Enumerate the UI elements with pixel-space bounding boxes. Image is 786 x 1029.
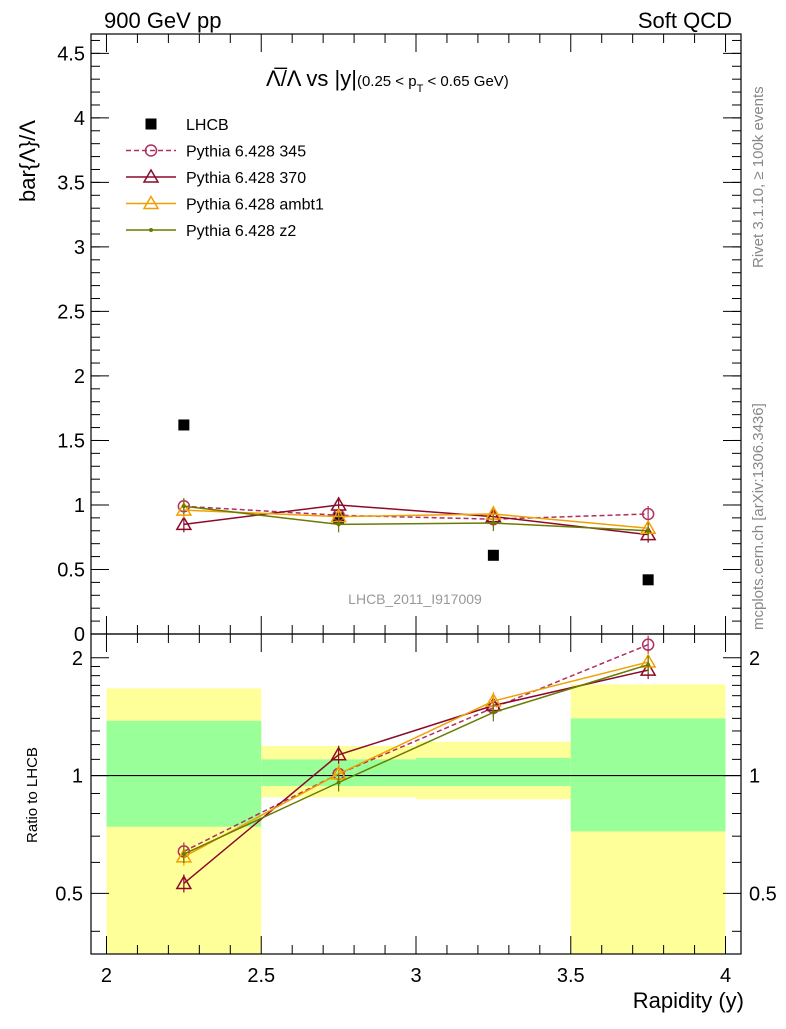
main-series-3 bbox=[175, 501, 657, 537]
ratio-band-green bbox=[570, 718, 726, 832]
ratio-series-line bbox=[183, 663, 649, 855]
main-point bbox=[642, 574, 654, 586]
legend-marker bbox=[142, 168, 160, 183]
main-point bbox=[491, 521, 496, 526]
main-ytick-label: 3.5 bbox=[57, 172, 85, 194]
main-point bbox=[178, 419, 190, 431]
main-ytick-label: 1.5 bbox=[57, 430, 85, 452]
ratio-series-3 bbox=[181, 655, 651, 864]
ratio-ytick-label-right: 1 bbox=[749, 766, 760, 788]
main-point bbox=[646, 528, 651, 533]
legend-marker bbox=[144, 144, 158, 157]
legend-marker bbox=[145, 118, 157, 130]
ratio-ytick-label-right: 2 bbox=[749, 648, 760, 670]
ratio-point bbox=[330, 746, 347, 761]
ratio-band-green bbox=[106, 720, 262, 827]
main-point bbox=[641, 507, 655, 521]
main-point bbox=[336, 522, 341, 527]
legend-label: Pythia 6.428 ambt1 bbox=[186, 197, 324, 214]
ratio-ytick-label-right: 0.5 bbox=[749, 883, 777, 905]
main-series-4 bbox=[181, 498, 651, 539]
main-series-line bbox=[183, 505, 649, 532]
ratio-point bbox=[639, 661, 657, 676]
ratio-series-line bbox=[183, 643, 649, 853]
ratio-plot: 0.5 0.5 1 1 2 2 2 2.5 3 3.5 4 bbox=[55, 633, 777, 987]
main-series-line bbox=[183, 504, 649, 536]
main-title-sub-end: < 0.65 GeV) bbox=[423, 73, 508, 90]
main-series-line bbox=[183, 505, 649, 520]
main-ytick-label: 2 bbox=[74, 366, 85, 388]
legend: LHCB Pythia 6.428 345 Pythia 6.428 370 Pyth… bbox=[126, 117, 324, 240]
legend-entry-3: Pythia 6.428 ambt1 bbox=[126, 195, 324, 214]
legend-label: Pythia 6.428 370 bbox=[186, 170, 306, 187]
legend-label: LHCB bbox=[186, 117, 229, 134]
ratio-point bbox=[646, 662, 651, 667]
legend-label: Pythia 6.428 345 bbox=[186, 144, 306, 161]
ratio-point bbox=[491, 710, 496, 715]
analysis-watermark: LHCB_2011_I917009 bbox=[348, 591, 482, 607]
rivet-label: Rivet 3.1.10, ≥ 100k events bbox=[750, 86, 767, 268]
legend-entry-0: LHCB bbox=[145, 117, 229, 134]
main-point bbox=[175, 501, 193, 516]
main-series-0 bbox=[178, 419, 654, 586]
ratio-xtick-label: 2.5 bbox=[247, 965, 275, 987]
ratio-xtick-label: 3.5 bbox=[557, 965, 585, 987]
ratio-series-line bbox=[183, 661, 649, 858]
header-left: 900 GeV pp bbox=[104, 8, 221, 33]
legend-entry-4: Pythia 6.428 z2 bbox=[126, 223, 296, 240]
main-ytick-label: 0 bbox=[74, 624, 85, 646]
main-title: Λ̅/Λ vs |y|(0.25 < pT < 0.65 GeV) bbox=[266, 66, 509, 95]
ratio-band-green bbox=[416, 757, 571, 787]
legend-label: Pythia 6.428 z2 bbox=[186, 223, 296, 240]
main-title-sub: (0.25 < p bbox=[357, 73, 417, 90]
ratio-ytick-label: 0.5 bbox=[55, 883, 83, 905]
header-right: Soft QCD bbox=[638, 8, 732, 33]
main-title-sub-T: T bbox=[417, 83, 424, 95]
legend-entry-1: Pythia 6.428 345 bbox=[126, 144, 306, 161]
xlabel: Rapidity (y) bbox=[633, 988, 744, 1013]
ratio-point bbox=[175, 874, 193, 890]
mcplots-label: mcplots.cern.ch [arXiv:1306.3436] bbox=[750, 403, 767, 630]
ratio-ytick-label: 1 bbox=[72, 766, 83, 788]
main-title-text: Λ̅/Λ vs |y| bbox=[266, 66, 357, 91]
main-point bbox=[487, 549, 499, 561]
main-ytick-label: 4 bbox=[74, 108, 85, 130]
main-ytick-label: 3 bbox=[74, 237, 85, 259]
main-plot: 0 0.5 1 1.5 2 2.5 3 3.5 4 4.5 bbox=[57, 33, 742, 646]
legend-entry-2: Pythia 6.428 370 bbox=[126, 168, 306, 187]
main-point bbox=[181, 504, 186, 509]
main-ytick-label: 0.5 bbox=[57, 559, 85, 581]
legend-marker bbox=[142, 195, 160, 210]
ratio-point bbox=[641, 638, 655, 651]
legend-marker bbox=[149, 228, 153, 232]
ratio-xtick-label: 3 bbox=[410, 965, 421, 987]
main-series-2 bbox=[175, 496, 657, 543]
ratio-xtick-label: 2 bbox=[101, 965, 112, 987]
main-point bbox=[175, 515, 193, 531]
ratio-ytick-label: 2 bbox=[72, 648, 83, 670]
ratio-point bbox=[336, 780, 341, 785]
main-ytick-label: 4.5 bbox=[57, 43, 85, 65]
ratio-point bbox=[181, 852, 186, 857]
main-ylabel: bar{Λ}/Λ bbox=[15, 120, 40, 202]
ratio-ylabel: Ratio to LHCB bbox=[24, 747, 41, 843]
main-ytick-label: 1 bbox=[74, 495, 85, 517]
main-ytick-label: 2.5 bbox=[57, 301, 85, 323]
main-series-line bbox=[183, 509, 649, 529]
ratio-xtick-label: 4 bbox=[720, 965, 731, 987]
